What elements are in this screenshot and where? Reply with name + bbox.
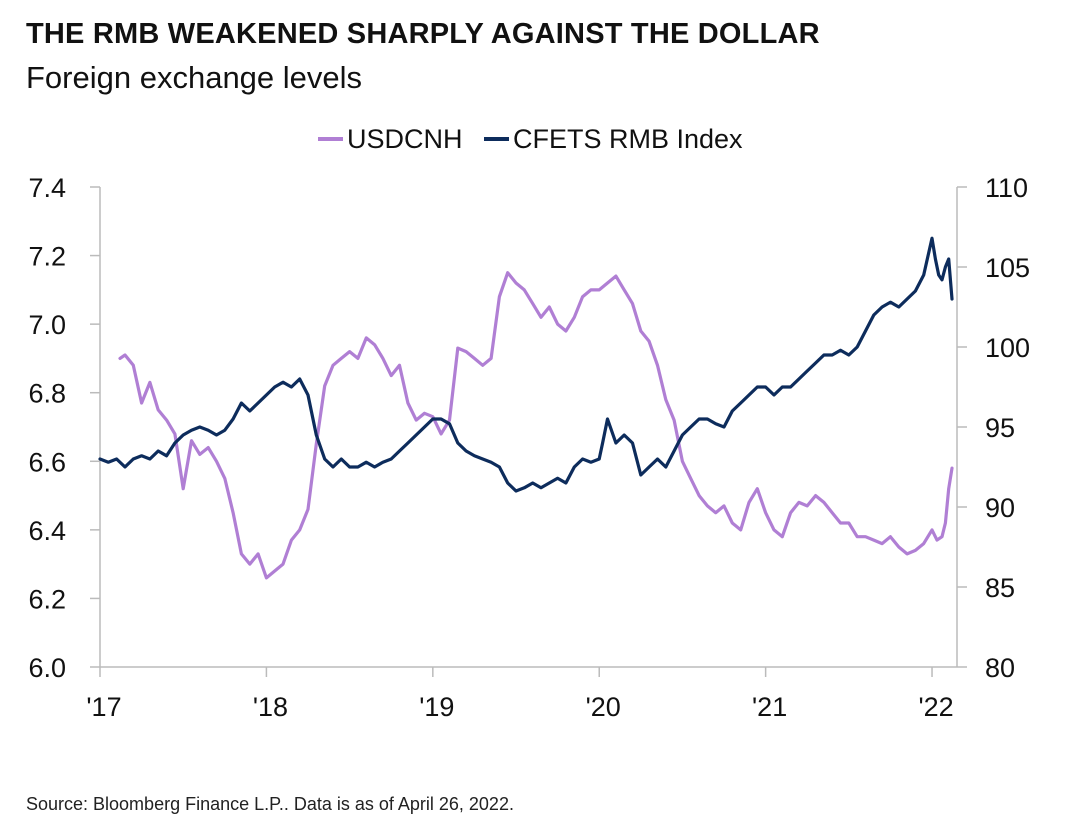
source-note: Source: Bloomberg Finance L.P.. Data is … (26, 794, 514, 814)
x-tick-label: '18 (253, 692, 288, 722)
y-right-tick-label: 95 (985, 413, 1015, 443)
x-tick-label: '21 (752, 692, 787, 722)
y-left-tick-label: 7.2 (28, 242, 66, 272)
y-left-tick-label: 6.4 (28, 516, 66, 546)
axes: 6.0 6.2 6.4 6.6 6.8 7.0 7.2 7.4 80 85 90 95 100 105 11… (28, 173, 1030, 722)
y-left-tick-label: 6.2 (28, 584, 66, 614)
y-left-tick-label: 7.0 (28, 310, 66, 340)
legend: USDCNH CFETS RMB Index (318, 124, 743, 154)
series-line-cfets-rmb-index (98, 236, 954, 493)
y-left-tick-label: 6.6 (28, 447, 66, 477)
chart-subtitle: Foreign exchange levels (26, 60, 363, 95)
y-right-tick-label: 100 (985, 333, 1030, 363)
y-right-tick-label: 90 (985, 493, 1015, 523)
chart-title: THE RMB WEAKENED SHARPLY AGAINST THE DOL… (26, 18, 820, 50)
y-left-tick-label: 6.8 (28, 379, 66, 409)
series-line-usdcnh (118, 271, 954, 580)
y-left-tick-label: 6.0 (28, 653, 66, 683)
x-tick-label: '20 (586, 692, 621, 722)
y-right-tick-label: 80 (985, 653, 1015, 683)
x-tick-label: '22 (918, 692, 953, 722)
y-right-tick-label: 110 (985, 173, 1028, 203)
series-layer (98, 236, 954, 580)
legend-label: USDCNH (347, 124, 463, 154)
x-tick-label: '19 (419, 692, 454, 722)
legend-label: CFETS RMB Index (513, 124, 743, 154)
x-tick-label: '17 (86, 692, 121, 722)
y-right-tick-label: 85 (985, 573, 1015, 603)
y-right-tick-label: 105 (985, 253, 1030, 283)
y-left-tick-label: 7.4 (28, 173, 66, 203)
